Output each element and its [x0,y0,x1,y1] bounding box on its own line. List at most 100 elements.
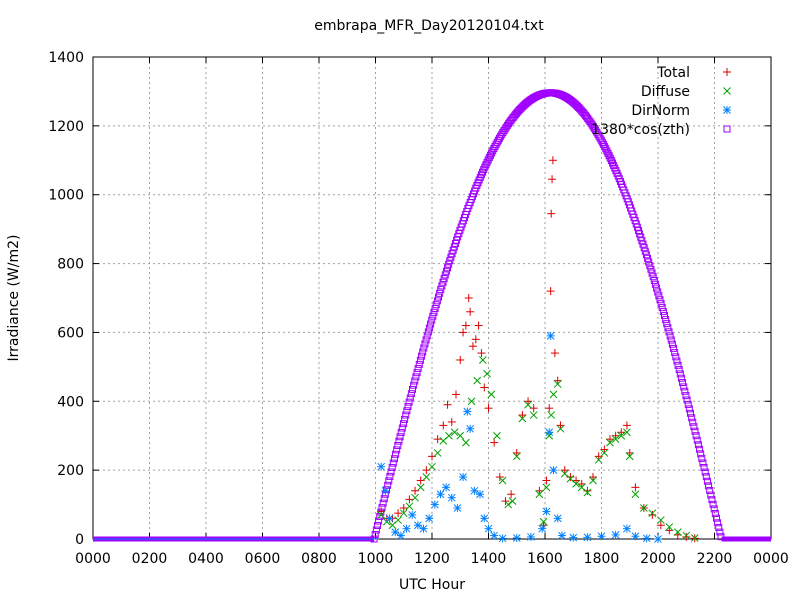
data-point [605,152,613,160]
data-point [572,480,580,488]
data-point [466,307,475,316]
legend-item: DirNorm [631,103,731,119]
data-point [425,324,433,332]
data-point [656,516,665,524]
data-point [546,331,555,340]
data-point [399,509,408,518]
data-point [398,424,406,432]
data-point [656,521,665,530]
data-point [490,531,499,540]
data-point [406,394,414,402]
data-point [723,125,731,133]
data-point [411,493,419,502]
data-point [617,428,626,437]
data-point [716,528,724,536]
data-point [712,514,720,522]
data-point [512,533,521,542]
data-point [702,473,710,481]
data-point [437,286,445,294]
y-tick-label: 1400 [48,50,84,66]
data-point [625,448,634,457]
x-tick-label: 1200 [414,551,450,567]
data-point [414,365,422,373]
y-tick-label: 400 [57,394,84,410]
data-point [440,275,448,283]
legend-item: 1380*cos(zth) [591,122,731,138]
data-point [723,87,731,95]
data-point [385,514,394,523]
data-point [663,320,671,328]
data-point [372,526,380,534]
data-point [419,524,428,533]
data-point [673,528,682,536]
data-point [468,342,477,351]
data-point [548,175,557,184]
x-tick-label: 0000 [753,551,789,567]
data-point [717,533,725,541]
data-point [542,507,551,516]
data-point [470,486,479,495]
data-point [404,402,412,410]
data-point [645,258,653,266]
x-tick-label: 0200 [132,551,168,567]
data-point [377,511,386,519]
x-tick-label: 1000 [358,551,394,567]
data-point [622,421,631,430]
data-point [711,510,719,518]
data-point [676,370,684,378]
data-point [518,411,527,420]
data-point [421,340,429,348]
data-point [553,380,562,388]
data-point [390,455,398,463]
data-point [474,321,483,330]
data-point [433,297,441,305]
y-tick-label: 600 [57,325,84,341]
data-point [483,158,491,166]
data-point [599,140,607,148]
data-point [377,507,386,516]
data-point [447,493,456,502]
data-point [480,383,489,392]
data-point [370,535,378,543]
data-point [703,477,711,485]
data-point [611,530,620,539]
data-point [655,292,663,300]
data-point [547,411,556,419]
data-point [605,435,614,444]
x-tick-label: 0400 [188,551,224,567]
data-point [387,468,395,476]
data-point [464,294,473,302]
data-point [420,344,428,352]
data-point [690,423,698,431]
data-point [423,332,431,340]
data-point [371,531,379,539]
data-point [405,502,414,511]
data-point [665,523,674,531]
data-point [693,436,701,444]
data-point [392,450,400,458]
data-point [654,535,662,543]
data-point [545,428,554,437]
data-point [433,435,442,444]
data-point [462,438,470,447]
data-point [488,149,496,157]
data-point [642,534,651,543]
data-point [656,296,664,304]
x-tick-label: 0600 [245,551,281,567]
data-point [670,344,678,352]
data-point [402,411,410,419]
data-point [631,483,640,492]
data-point [463,407,472,416]
x-tick-label: 1400 [471,551,507,567]
data-point [422,473,431,481]
data-point [466,424,475,433]
chart-title: embrapa_MFR_Day20120104.txt [314,18,544,34]
data-point [429,312,437,320]
data-point [648,269,656,277]
data-point [378,504,386,512]
data-point [498,534,507,543]
data-point [443,400,452,409]
data-point [411,377,419,385]
data-point [689,418,697,426]
data-point [686,409,694,417]
